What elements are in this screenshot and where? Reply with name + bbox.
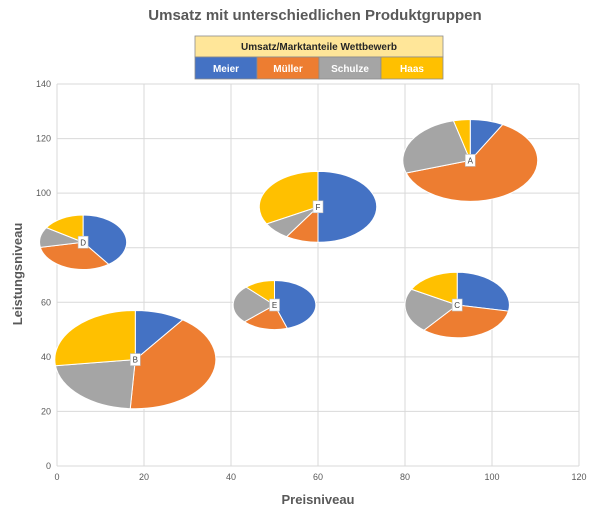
y-tick-label: 0: [46, 461, 51, 471]
legend: Umsatz/Marktanteile Wettbewerb Meier Müll…: [194, 35, 444, 80]
bubble-label-box-A: [464, 154, 476, 167]
x-tick-label: 20: [139, 472, 149, 482]
y-tick-label: 60: [41, 297, 51, 307]
bubble-label-box-C: [451, 298, 463, 312]
pie-slice-F-Haas: [258, 170, 319, 225]
pie-slice-A-Haas: [452, 118, 471, 161]
bubble-label-D: D: [80, 238, 86, 247]
bubble-label-A: A: [468, 156, 474, 165]
legend-swatch-3: [380, 56, 444, 80]
pie-slice-C-Meier: [456, 271, 510, 312]
legend-title: Umsatz/Marktanteile Wettbewerb: [241, 42, 397, 53]
x-tick-label: 40: [226, 472, 236, 482]
legend-label-2: Schulze: [331, 64, 369, 75]
legend-label-3: Haas: [400, 64, 424, 75]
bubble-label-box-F: [312, 200, 324, 214]
bubble-F: F: [258, 170, 378, 243]
x-axis-title: Preisniveau: [282, 492, 355, 507]
pie-slice-F-Meier: [317, 170, 378, 243]
bubble-label-B: B: [133, 356, 138, 365]
pie-slice-B-Schulze: [54, 359, 136, 410]
pie-slice-B-Müller: [129, 319, 217, 410]
bubble-B: B: [54, 309, 217, 410]
legend-label-0: Meier: [213, 64, 239, 75]
bubble-label-C: C: [454, 301, 460, 310]
bubble-C: C: [404, 271, 510, 339]
bubble-E: E: [232, 279, 317, 331]
pie-slice-D-Müller: [39, 241, 110, 271]
legend-label-1: Müller: [273, 64, 303, 75]
pie-slice-B-Haas: [54, 309, 136, 367]
bubble-label-box-E: [269, 298, 280, 312]
x-tick-label: 100: [484, 472, 499, 482]
pie-slice-E-Schulze: [232, 286, 276, 323]
bubble-A: A: [402, 118, 539, 202]
y-tick-label: 100: [36, 188, 51, 198]
pie-slice-D-Haas: [45, 214, 84, 243]
pie-slice-D-Meier: [82, 214, 128, 265]
bubble-label-E: E: [272, 301, 277, 310]
pie-slice-E-Meier: [274, 279, 317, 329]
pie-slice-C-Schulze: [404, 288, 459, 331]
x-tick-label: 80: [400, 472, 410, 482]
y-axis-title: Leistungsniveau: [10, 223, 25, 326]
pie-slice-C-Müller: [422, 304, 510, 339]
x-tick-label: 60: [313, 472, 323, 482]
pie-slice-C-Haas: [410, 271, 458, 306]
bubbles: A B C D E F: [39, 118, 539, 410]
bubble-D: D: [39, 214, 128, 271]
chart-title: Umsatz mit unterschiedlichen Produktgrup…: [148, 7, 481, 24]
x-tick-label: 120: [571, 472, 586, 482]
x-tick-label: 0: [54, 472, 59, 482]
y-tick-label: 20: [41, 406, 51, 416]
bubble-label-box-B: [130, 353, 141, 366]
y-tick-label: 120: [36, 134, 51, 144]
y-tick-label: 40: [41, 352, 51, 362]
y-tick-label: 140: [36, 79, 51, 89]
pie-slice-A-Schulze: [402, 120, 471, 174]
pie-slice-E-Haas: [245, 279, 275, 306]
bubble-label-box-D: [77, 235, 89, 249]
bubble-label-F: F: [316, 203, 321, 212]
legend-cells: Meier Müller Schulze Haas: [194, 56, 444, 80]
axes: 020406080100120020406080100120140: [36, 79, 587, 482]
